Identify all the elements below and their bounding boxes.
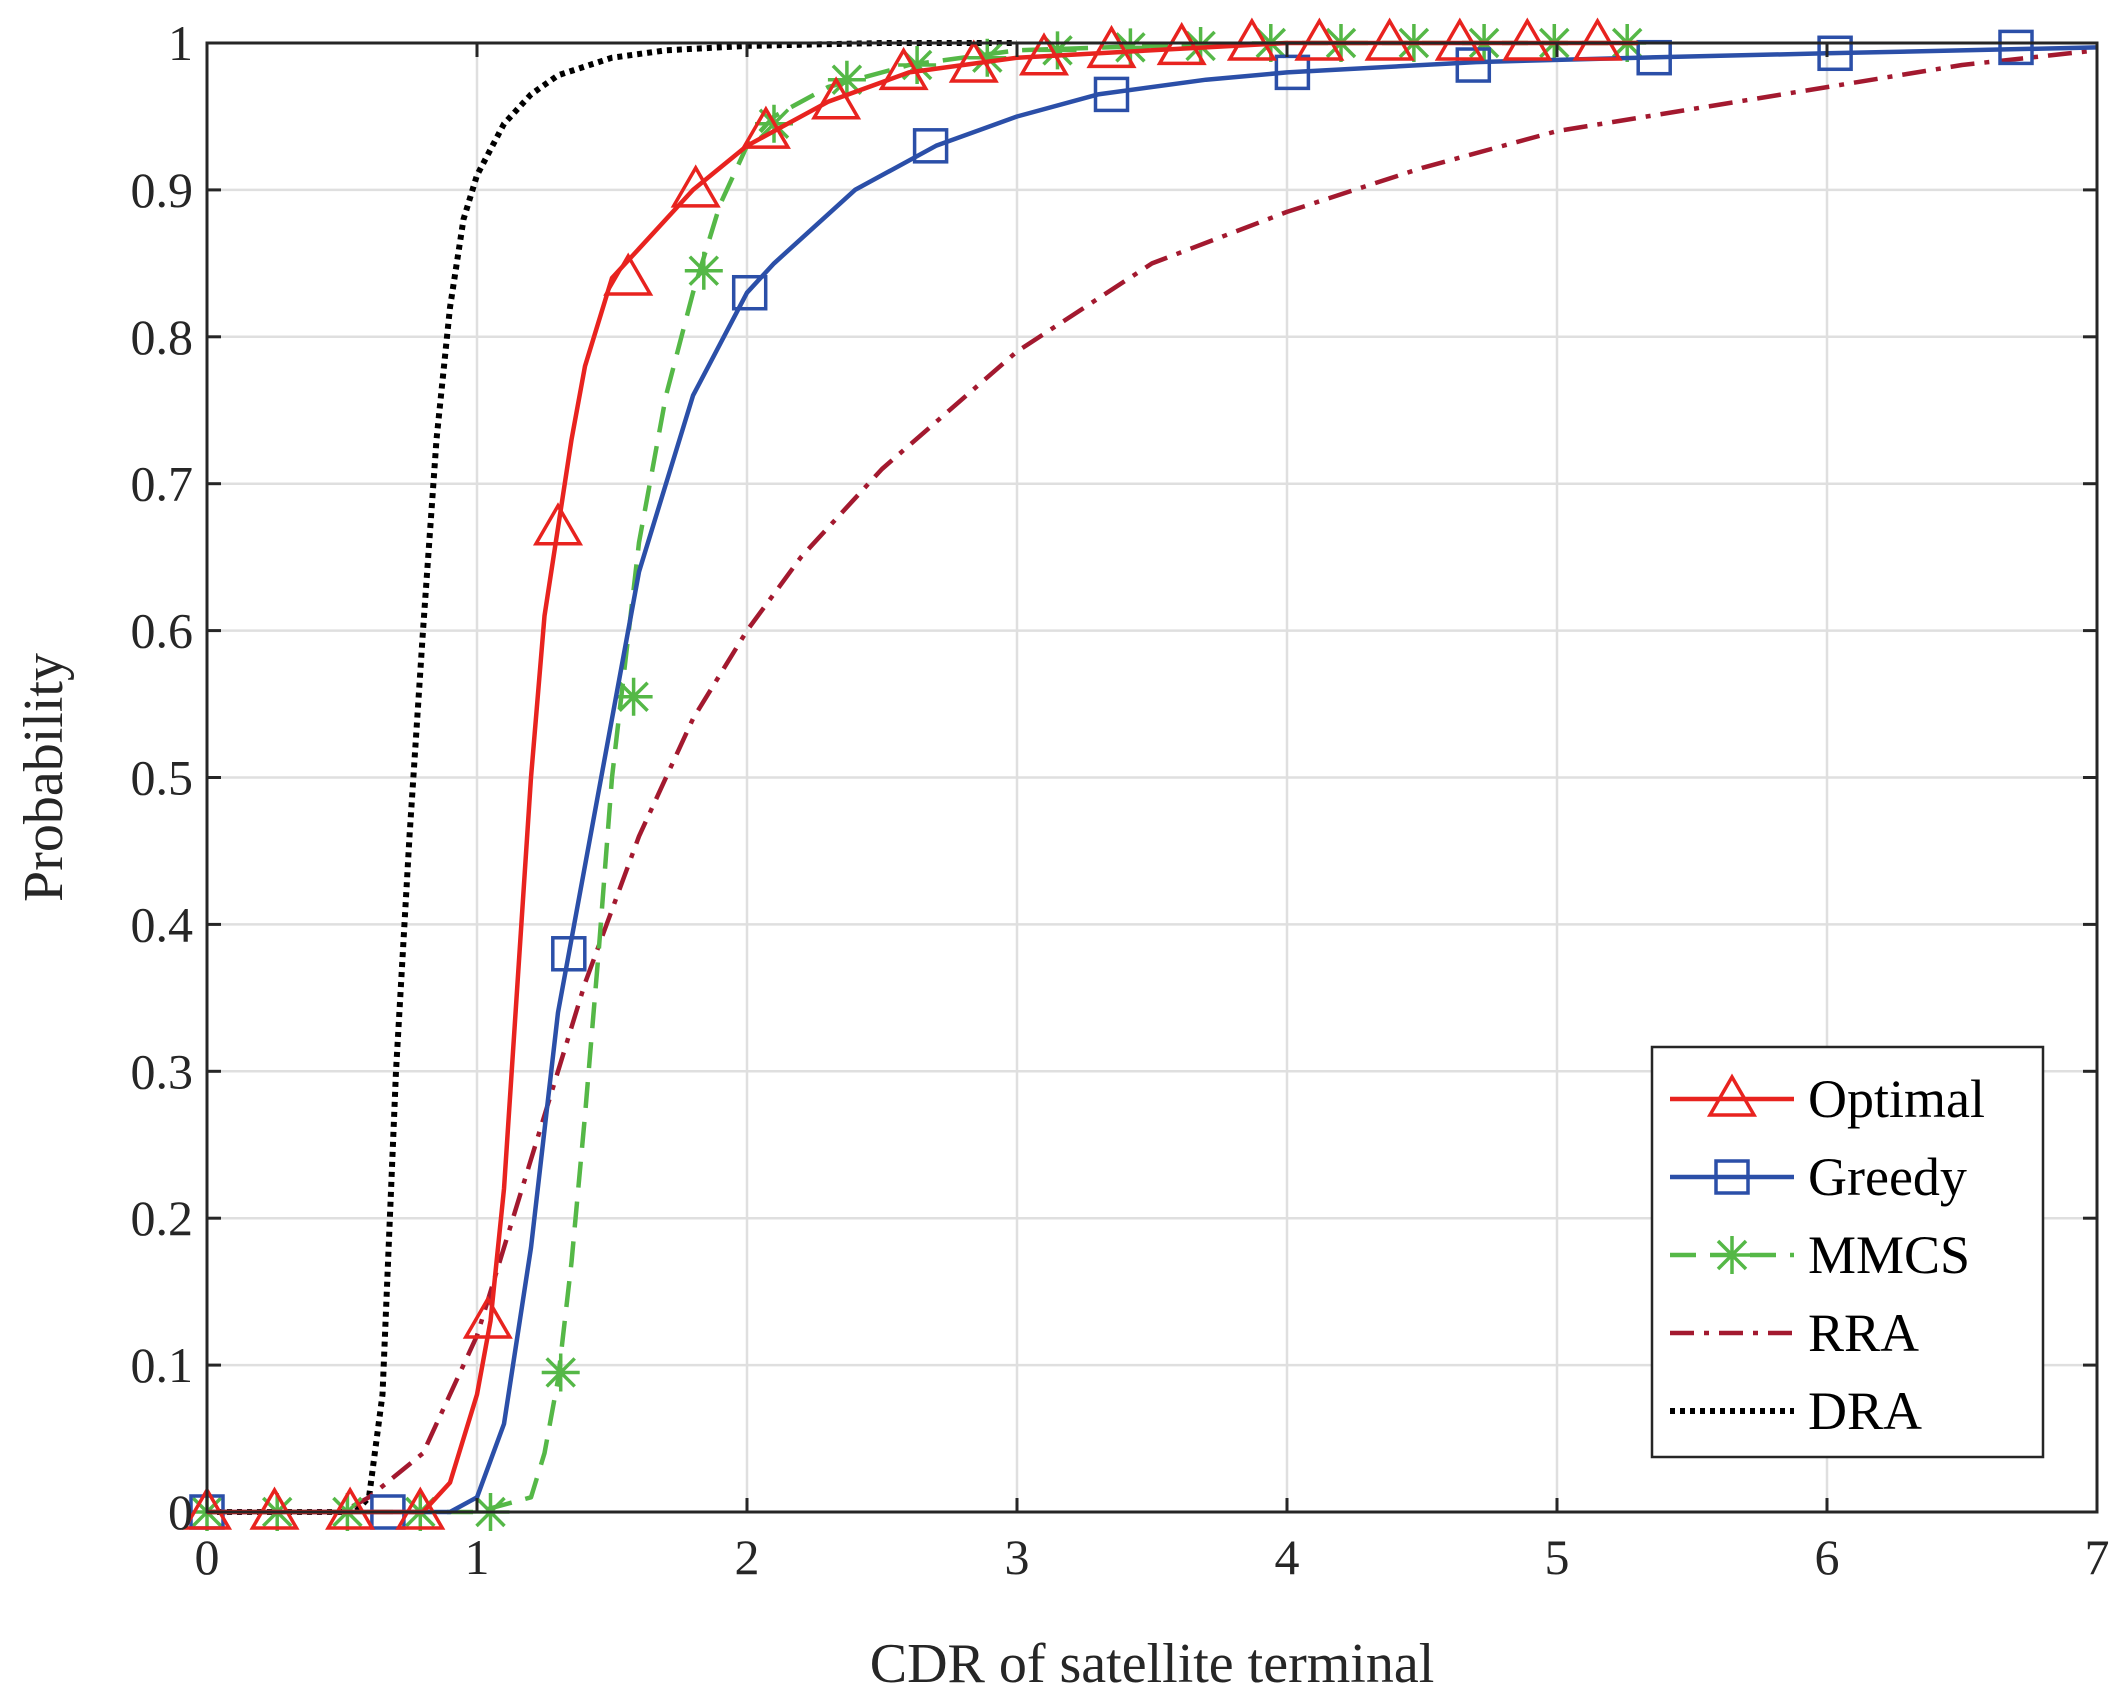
- y-axis-label: Probability: [13, 653, 75, 902]
- x-tick-label: 5: [1545, 1529, 1570, 1585]
- data-point-optimal: [948, 39, 999, 83]
- data-point-optimal: [1572, 17, 1623, 61]
- x-axis-label: CDR of satellite terminal: [870, 1633, 1435, 1695]
- series-optimal: [181, 17, 1638, 1530]
- x-tick-label: 6: [1815, 1529, 1840, 1585]
- series-greedy: [189, 29, 2098, 1530]
- data-point-optimal: [1364, 17, 1415, 61]
- y-tick-label: 0.9: [131, 162, 194, 218]
- y-tick-label: 0.1: [131, 1337, 194, 1393]
- y-tick-label: 0.2: [131, 1190, 194, 1246]
- legend: Optimal Greedy MMCS RRA DRA: [1650, 1045, 2045, 1459]
- y-tick-label: 0.7: [131, 456, 194, 512]
- data-point-greedy: [1998, 29, 2034, 66]
- legend-item-greedy: Greedy: [1670, 1147, 1967, 1207]
- data-point-optimal: [1294, 17, 1345, 61]
- data-point-optimal: [878, 46, 929, 91]
- legend-label-optimal: Optimal: [1808, 1069, 1985, 1129]
- data-point-greedy: [731, 274, 768, 311]
- series-rra: [207, 48, 2098, 1515]
- y-tick-label: 0.8: [131, 309, 194, 365]
- data-point-greedy: [1274, 54, 1311, 91]
- x-tick-label: 3: [1005, 1529, 1030, 1585]
- y-tick-label: 0.3: [131, 1043, 194, 1099]
- data-point-optimal: [532, 502, 584, 546]
- data-point-mmcs: [898, 46, 937, 85]
- y-tick-label: 0.4: [131, 896, 194, 952]
- data-point-mmcs: [1038, 31, 1077, 70]
- data-point-mmcs: [1111, 28, 1150, 67]
- data-point-optimal: [181, 1486, 233, 1530]
- series-line-mmcs: [207, 40, 1638, 1515]
- x-tick-label: 2: [735, 1529, 760, 1585]
- data-point-optimal: [1434, 17, 1485, 61]
- data-point-mmcs: [614, 677, 653, 716]
- y-tick-label: 0: [168, 1484, 193, 1540]
- data-point-optimal: [1018, 32, 1070, 76]
- legend-item-mmcs: MMCS: [1670, 1225, 1970, 1285]
- data-point-optimal: [670, 164, 721, 208]
- data-point-optimal: [740, 105, 791, 149]
- data-point-greedy: [912, 128, 949, 164]
- data-point-mmcs: [827, 60, 866, 99]
- series-line-optimal: [207, 40, 1638, 1515]
- legend-label-greedy: Greedy: [1808, 1147, 1967, 1207]
- y-tick-label: 0.6: [131, 603, 194, 659]
- legend-marker-optimal: [1706, 1073, 1758, 1117]
- data-point-mmcs: [968, 38, 1007, 77]
- legend-label-dra: DRA: [1808, 1381, 1922, 1441]
- data-point-optimal: [1502, 17, 1553, 61]
- data-point-greedy: [551, 936, 587, 972]
- series-line-dra: [207, 40, 1017, 1515]
- data-point-optimal: [249, 1486, 300, 1530]
- series-line-greedy: [207, 45, 2098, 1515]
- data-point-greedy: [1455, 47, 1492, 83]
- x-tick-label: 4: [1275, 1529, 1300, 1585]
- legend-label-rra: RRA: [1808, 1303, 1919, 1363]
- data-point-mmcs: [684, 251, 723, 290]
- data-point-optimal: [811, 76, 862, 120]
- series-dra: [207, 40, 1017, 1515]
- data-point-optimal: [603, 252, 654, 296]
- y-tick-label: 0.5: [131, 750, 194, 806]
- axis-ticks: 0 1 2 3 4 5 6 7 0 0.1 0.2 0.3 0.4 0.5 0.6 0.7 0.8 0.9 1: [131, 15, 2110, 1585]
- data-point-greedy: [1817, 35, 1853, 72]
- data-point-optimal: [1086, 24, 1137, 69]
- legend-item-rra: RRA: [1670, 1303, 1919, 1363]
- y-tick-label: 1: [168, 15, 193, 71]
- grid: [205, 41, 2099, 1514]
- x-tick-label: 1: [465, 1529, 490, 1585]
- data-point-mmcs: [541, 1353, 580, 1392]
- legend-marker-greedy: [1714, 1159, 1750, 1195]
- data-point-optimal: [1226, 17, 1277, 61]
- series-line-rra: [207, 48, 2098, 1515]
- data-point-optimal: [325, 1486, 376, 1530]
- data-point-optimal: [395, 1486, 446, 1530]
- legend-item-optimal: Optimal: [1670, 1069, 1985, 1129]
- legend-marker-mmcs: [1713, 1236, 1751, 1274]
- legend-item-dra: DRA: [1670, 1381, 1922, 1441]
- x-tick-label: 7: [2085, 1529, 2110, 1585]
- legend-label-mmcs: MMCS: [1808, 1225, 1970, 1285]
- data-point-greedy: [1093, 76, 1130, 113]
- x-tick-label: 0: [195, 1529, 220, 1585]
- data-point-optimal: [462, 1295, 513, 1339]
